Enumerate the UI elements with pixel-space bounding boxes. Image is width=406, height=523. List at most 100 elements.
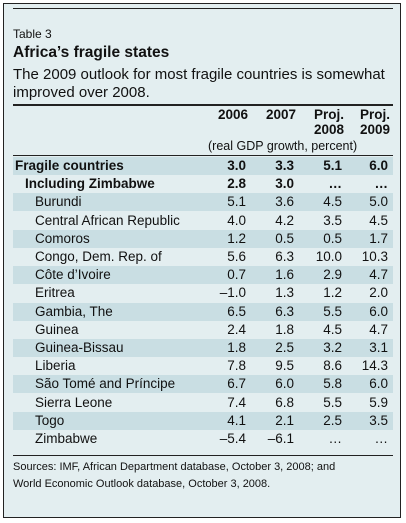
cell-2007: 3.6 bbox=[275, 194, 294, 210]
cell-2009: 3.5 bbox=[369, 412, 388, 428]
table-row: Eritrea –1.0 1.3 1.2 2.0 bbox=[13, 284, 393, 302]
cell-2009: 10.3 bbox=[361, 249, 388, 264]
cell-2006: –1.0 bbox=[219, 285, 246, 301]
column-header-2008-year: 2008 bbox=[313, 122, 344, 137]
source-line: World Economic Outlook database, October… bbox=[13, 478, 271, 490]
cell-2008: 1.2 bbox=[323, 285, 342, 301]
cell-2006: 0.7 bbox=[227, 267, 246, 283]
column-header-2006: 2006 bbox=[198, 107, 248, 122]
units-rule bbox=[13, 155, 393, 156]
table-panel bbox=[3, 3, 401, 518]
cell-2009: 4.7 bbox=[369, 267, 388, 283]
footer-rule bbox=[13, 455, 393, 456]
row-stripe bbox=[13, 229, 393, 248]
row-label: Guinea bbox=[35, 321, 79, 337]
cell-2008: 3.2 bbox=[323, 340, 342, 355]
cell-2008: 3.5 bbox=[323, 212, 342, 228]
cell-2006: 5.6 bbox=[227, 249, 246, 264]
table-row: Liberia 7.8 9.5 8.6 14.3 bbox=[13, 357, 393, 375]
column-header-2009: Proj. 2009 bbox=[340, 107, 390, 137]
cell-2006: 7.4 bbox=[227, 394, 246, 410]
table-row: Zimbabwe –5.4 –6.1…… bbox=[13, 430, 393, 448]
column-header-2009-top: Proj. bbox=[359, 107, 390, 122]
cell-2007: 1.8 bbox=[275, 321, 294, 337]
column-header-2008: Proj. 2008 bbox=[294, 107, 344, 137]
cell-2006: 1.2 bbox=[227, 230, 246, 246]
row-stripe bbox=[13, 157, 393, 175]
cell-2007: 2.5 bbox=[275, 340, 294, 355]
cell-2008: 4.5 bbox=[323, 194, 342, 210]
cell-2009: 6.0 bbox=[369, 303, 388, 319]
cell-2007: 3.3 bbox=[275, 158, 294, 173]
cell-2006: 7.8 bbox=[227, 358, 246, 374]
cell-2009: … bbox=[374, 431, 389, 446]
table-row: Central African Republic 4.0 4.2 3.5 4.5 bbox=[13, 212, 393, 230]
cell-2009: 5.0 bbox=[369, 194, 388, 210]
source-notes: Sources: IMF, African Department databas… bbox=[13, 459, 393, 493]
cell-2006: 1.8 bbox=[227, 340, 246, 355]
row-label: Guinea-Bissau bbox=[35, 340, 124, 355]
cell-2006: 2.4 bbox=[227, 321, 246, 337]
table-row: Burundi 5.1 3.6 4.5 5.0 bbox=[13, 193, 393, 211]
row-label: Burundi bbox=[35, 194, 82, 210]
row-label: Gambia, The bbox=[35, 303, 113, 319]
cell-2007: 1.3 bbox=[275, 285, 294, 301]
column-header-2007-year: 2007 bbox=[265, 107, 296, 122]
row-label: Congo, Dem. Rep. of bbox=[35, 249, 162, 264]
cell-2008: 8.6 bbox=[323, 358, 342, 374]
cell-2009: 14.3 bbox=[361, 358, 388, 374]
cell-2008: 5.5 bbox=[323, 394, 342, 410]
row-label: São Tomé and Príncipe bbox=[35, 376, 176, 392]
source-line: Sources: IMF, African Department databas… bbox=[13, 461, 336, 473]
table-row: Guinea 2.4 1.8 4.5 4.7 bbox=[13, 321, 393, 339]
row-label: Central African Republic bbox=[35, 212, 180, 228]
cell-2007: 0.5 bbox=[275, 230, 294, 246]
cell-2007: 1.6 bbox=[275, 267, 294, 283]
row-stripe bbox=[13, 411, 393, 430]
row-label: Comoros bbox=[35, 230, 90, 246]
cell-2008: 4.5 bbox=[323, 321, 342, 337]
cell-2008: 2.9 bbox=[323, 267, 342, 283]
cell-2008: 10.0 bbox=[315, 249, 342, 264]
row-label: Eritrea bbox=[35, 285, 75, 301]
row-stripe bbox=[13, 266, 393, 285]
table-label: Table 3 bbox=[13, 27, 52, 41]
table-row: São Tomé and Príncipe 6.7 6.0 5.8 6.0 bbox=[13, 375, 393, 393]
cell-2009: 6.0 bbox=[369, 376, 388, 392]
row-stripe bbox=[13, 302, 393, 321]
table-row: Gambia, The 6.5 6.3 5.5 6.0 bbox=[13, 303, 393, 321]
cell-2006: 4.0 bbox=[227, 212, 246, 228]
cell-2009: 3.1 bbox=[369, 340, 388, 355]
top-rule bbox=[13, 8, 393, 9]
cell-2008: 0.5 bbox=[323, 230, 342, 246]
column-header-2006-year: 2006 bbox=[217, 107, 248, 122]
cell-2009: 4.5 bbox=[369, 212, 388, 228]
cell-2006: 2.8 bbox=[227, 176, 246, 192]
cell-2006: 5.1 bbox=[227, 194, 246, 210]
row-label: Zimbabwe bbox=[35, 431, 98, 446]
cell-2007: 3.0 bbox=[275, 176, 294, 192]
cell-2009: 1.7 bbox=[369, 230, 388, 246]
cell-2009: 5.9 bbox=[369, 394, 388, 410]
cell-2008: 5.8 bbox=[323, 376, 342, 392]
column-header-2008-top: Proj. bbox=[313, 107, 344, 122]
cell-2008: … bbox=[328, 431, 343, 446]
cell-2007: 2.1 bbox=[275, 412, 294, 428]
column-header-2007: 2007 bbox=[246, 107, 296, 122]
cell-2009: 4.7 bbox=[369, 321, 388, 337]
cell-2006: 3.0 bbox=[227, 158, 246, 173]
table-row: Sierra Leone 7.4 6.8 5.5 5.9 bbox=[13, 394, 393, 412]
table-row: Guinea-Bissau 1.8 2.5 3.2 3.1 bbox=[13, 339, 393, 357]
table-row: Comoros 1.2 0.5 0.5 1.7 bbox=[13, 230, 393, 248]
row-label: Togo bbox=[35, 412, 65, 428]
cell-2008: 5.1 bbox=[323, 158, 342, 173]
row-label: Including Zimbabwe bbox=[25, 176, 155, 192]
row-stripe bbox=[13, 193, 393, 212]
row-label: Côte d’Ivoire bbox=[35, 267, 111, 283]
cell-2008: 2.5 bbox=[323, 412, 342, 428]
cell-2006: 6.7 bbox=[227, 376, 246, 392]
cell-2007: 4.2 bbox=[275, 212, 294, 228]
table-row: Côte d’Ivoire 0.7 1.6 2.9 4.7 bbox=[13, 266, 393, 284]
row-stripe bbox=[13, 339, 393, 357]
cell-2007: –6.1 bbox=[267, 431, 294, 446]
